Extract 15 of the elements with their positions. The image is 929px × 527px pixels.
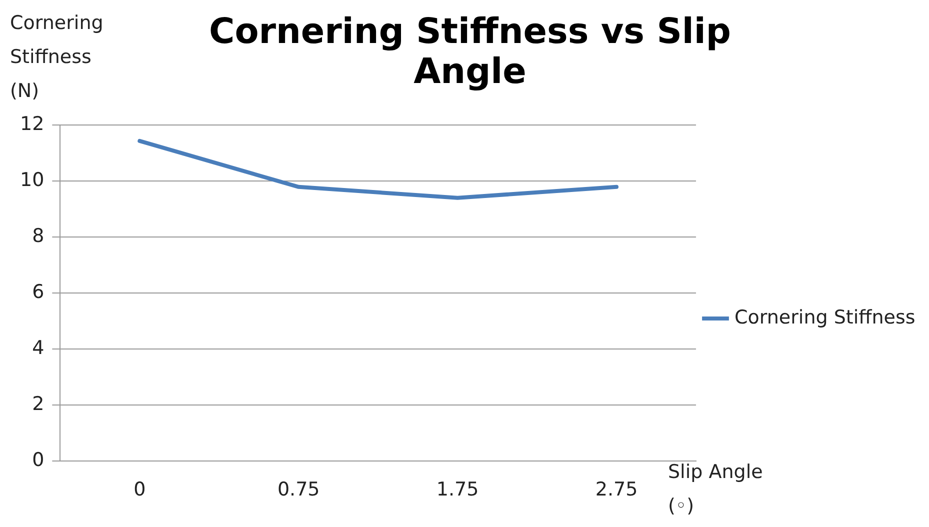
- y-axis-title: Cornering Stiffness (N): [10, 11, 104, 104]
- chart-title: Cornering Stiffness vs Slip Angle: [208, 12, 732, 92]
- x-tick-label: 0.75: [277, 478, 320, 501]
- x-tick-label: 1.75: [436, 478, 479, 501]
- y-tick-label: 8: [32, 225, 44, 248]
- x-tick-label: 0: [134, 478, 146, 501]
- y-tick-label: 4: [32, 337, 44, 360]
- x-tick-label: 2.75: [595, 478, 638, 501]
- y-tick-label: 2: [32, 393, 44, 416]
- y-tick-label: 10: [20, 168, 44, 191]
- y-tick-label: 12: [20, 112, 44, 135]
- legend-label: Cornering Stiffness: [734, 306, 916, 328]
- y-tick-label: 6: [32, 281, 44, 304]
- y-tick-label: 0: [32, 449, 44, 472]
- x-axis-title: Slip Angle (◦): [668, 460, 764, 519]
